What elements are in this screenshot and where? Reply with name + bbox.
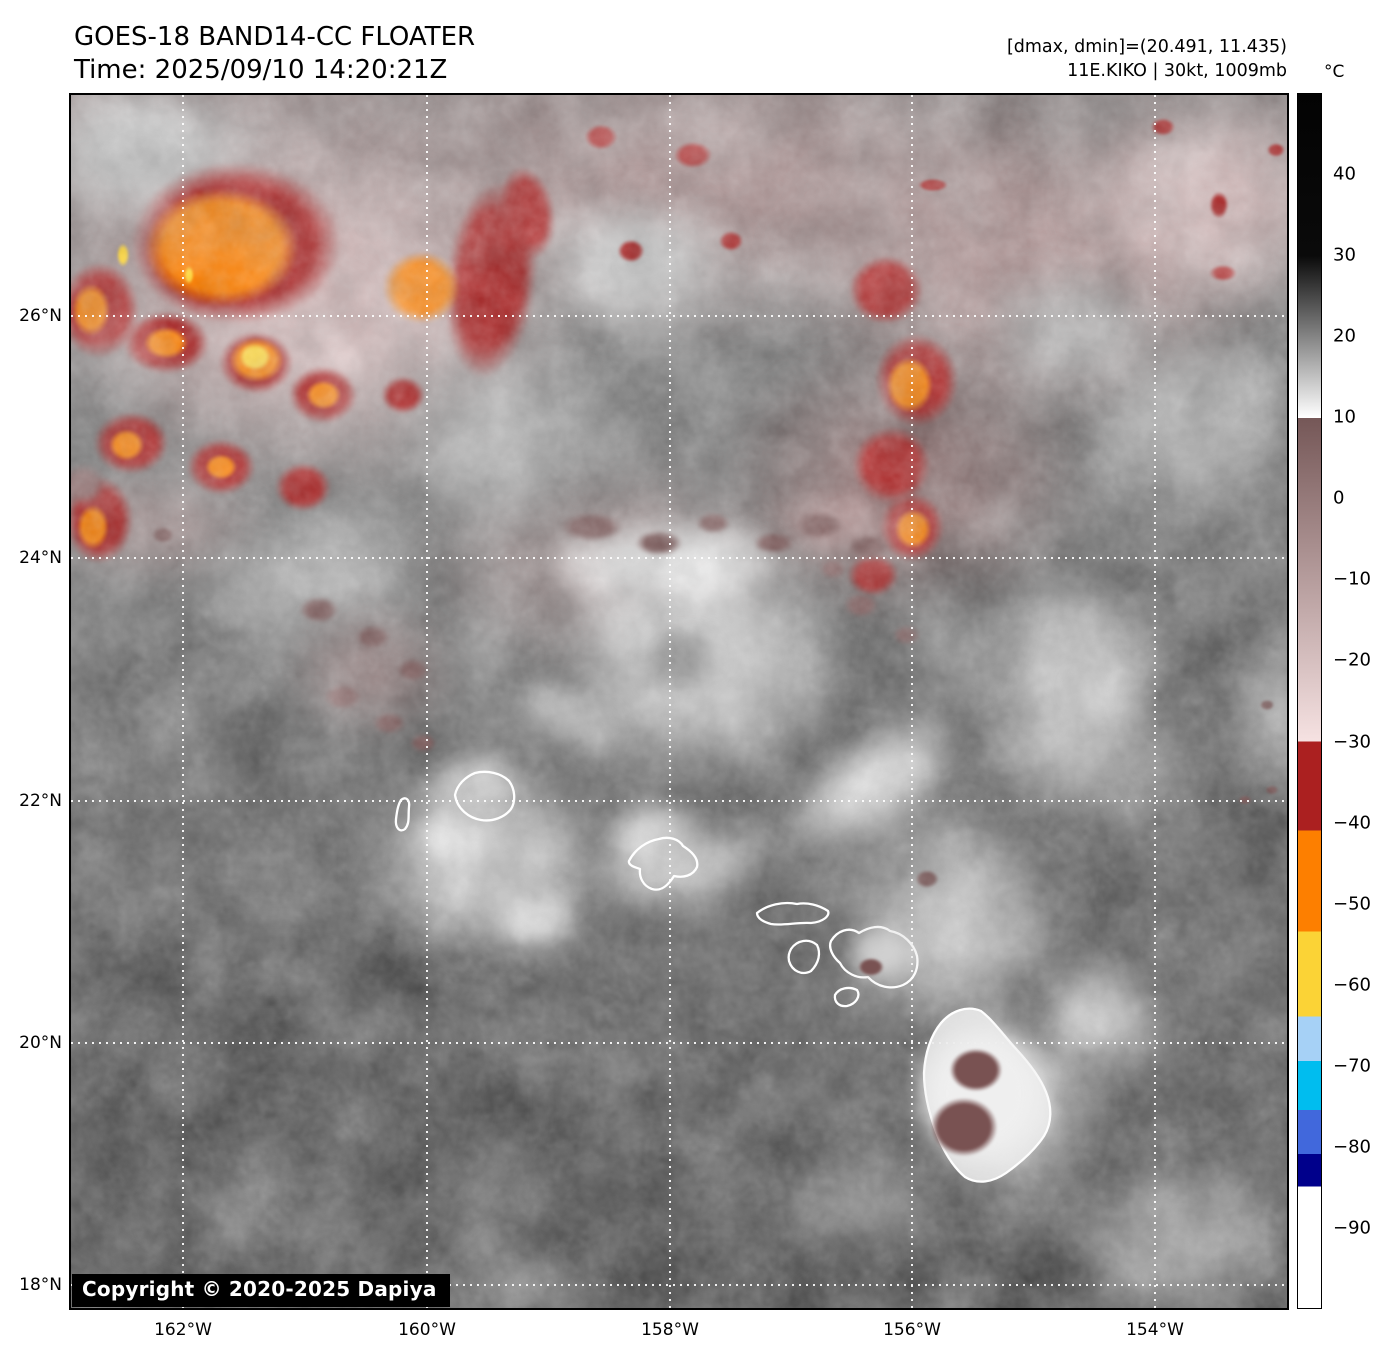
y-axis-label: 20°N bbox=[19, 1033, 62, 1053]
gridline-horizontal bbox=[71, 1042, 1287, 1044]
storm-info: 11E.KIKO | 30kt, 1009mb bbox=[1067, 61, 1287, 81]
colorbar-tick-label: −10 bbox=[1333, 568, 1371, 590]
colorbar-tick-label: −90 bbox=[1333, 1217, 1371, 1239]
title-block: GOES-18 BAND14-CC FLOATER Time: 2025/09/… bbox=[74, 20, 475, 87]
maui-summit bbox=[850, 952, 892, 982]
x-axis-label: 162°W bbox=[154, 1320, 212, 1340]
info-block: [dmax, dmin]=(20.491, 11.435) 11E.KIKO |… bbox=[1007, 35, 1287, 83]
gridline-vertical bbox=[426, 95, 428, 1308]
x-axis-label: 156°W bbox=[883, 1320, 941, 1340]
colorbar-tick-label: 10 bbox=[1333, 406, 1356, 428]
gridline-horizontal bbox=[71, 557, 1287, 559]
colorbar-tick-label: −50 bbox=[1333, 893, 1371, 915]
gridline-vertical bbox=[669, 95, 671, 1308]
gridline-vertical bbox=[182, 95, 184, 1308]
y-axis-label: 24°N bbox=[19, 548, 62, 568]
gridline-horizontal bbox=[71, 1284, 1287, 1286]
range-info: [dmax, dmin]=(20.491, 11.435) bbox=[1006, 37, 1287, 57]
colorbar-tick-label: −40 bbox=[1333, 812, 1371, 834]
colorbar-tick-label: −80 bbox=[1333, 1136, 1371, 1158]
colorbar-unit-label: °C bbox=[1324, 62, 1345, 82]
colorbar bbox=[1297, 93, 1322, 1309]
colorbar-tick-label: −70 bbox=[1333, 1055, 1371, 1077]
gridline-vertical bbox=[1154, 95, 1156, 1308]
colorbar-tick-label: 30 bbox=[1333, 244, 1356, 266]
copyright-badge: Copyright © 2020-2025 Dapiya bbox=[72, 1274, 450, 1307]
gridline-horizontal bbox=[71, 315, 1287, 317]
bigisland-summit-south bbox=[908, 1078, 1020, 1176]
y-axis-label: 22°N bbox=[19, 791, 62, 811]
x-axis-label: 160°W bbox=[398, 1320, 456, 1340]
x-axis-label: 158°W bbox=[641, 1320, 699, 1340]
y-axis-label: 26°N bbox=[19, 306, 62, 326]
colorbar-tick-label: 40 bbox=[1333, 163, 1356, 185]
island-niihau-outline bbox=[394, 797, 411, 832]
island-lanai-outline bbox=[787, 939, 821, 975]
colorbar-gradient bbox=[1298, 94, 1321, 1308]
figure-title: GOES-18 BAND14-CC FLOATER bbox=[74, 22, 476, 52]
grid-layer bbox=[71, 95, 1287, 1308]
colorbar-tick-label: 20 bbox=[1333, 325, 1356, 347]
overlay-layer bbox=[71, 95, 1287, 1308]
colorbar-tick-label: −20 bbox=[1333, 649, 1371, 671]
colorbar-tick-label: 0 bbox=[1333, 487, 1345, 509]
island-oahu-outline bbox=[627, 836, 699, 891]
island-kauai-outline bbox=[453, 770, 516, 822]
gridline-vertical bbox=[911, 95, 913, 1308]
colorbar-tick-label: −60 bbox=[1333, 974, 1371, 996]
gridline-horizontal bbox=[71, 800, 1287, 802]
satellite-map: Copyright © 2020-2025 Dapiya bbox=[69, 93, 1289, 1310]
x-axis-label: 154°W bbox=[1126, 1320, 1184, 1340]
y-axis-label: 18°N bbox=[19, 1275, 62, 1295]
colorbar-tick-label: −30 bbox=[1333, 731, 1371, 753]
figure-timestamp: Time: 2025/09/10 14:20:21Z bbox=[74, 55, 448, 85]
